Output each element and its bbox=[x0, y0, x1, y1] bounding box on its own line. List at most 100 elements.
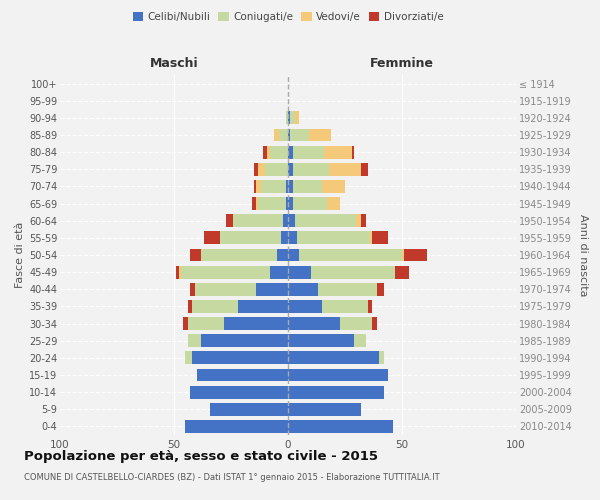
Bar bbox=[379, 352, 384, 364]
Bar bbox=[288, 386, 384, 398]
Bar bbox=[283, 214, 288, 227]
Bar bbox=[192, 352, 288, 364]
Bar bbox=[256, 283, 288, 296]
Bar bbox=[176, 266, 179, 278]
Bar bbox=[325, 146, 352, 158]
Bar bbox=[259, 197, 286, 210]
Bar bbox=[192, 300, 238, 313]
Bar bbox=[288, 334, 354, 347]
Bar bbox=[179, 266, 181, 278]
Bar bbox=[270, 146, 288, 158]
Y-axis label: Anni di nascita: Anni di nascita bbox=[578, 214, 589, 296]
Bar bbox=[293, 146, 325, 158]
Bar bbox=[354, 334, 365, 347]
Bar bbox=[251, 197, 256, 210]
Bar bbox=[211, 403, 288, 415]
Bar bbox=[263, 146, 268, 158]
Bar bbox=[203, 232, 220, 244]
Bar bbox=[290, 128, 308, 141]
Bar bbox=[288, 180, 293, 193]
Bar bbox=[293, 180, 322, 193]
Bar bbox=[402, 248, 404, 262]
Bar bbox=[202, 334, 288, 347]
Bar bbox=[197, 368, 288, 382]
Bar bbox=[188, 317, 224, 330]
Bar bbox=[288, 283, 317, 296]
Bar bbox=[286, 112, 288, 124]
Bar bbox=[181, 266, 270, 278]
Bar bbox=[224, 317, 288, 330]
Bar bbox=[288, 146, 293, 158]
Bar bbox=[288, 163, 293, 175]
Bar bbox=[352, 146, 354, 158]
Bar bbox=[288, 420, 393, 433]
Bar bbox=[254, 163, 259, 175]
Bar bbox=[288, 266, 311, 278]
Bar bbox=[268, 146, 270, 158]
Text: Maschi: Maschi bbox=[149, 57, 199, 70]
Bar bbox=[340, 317, 373, 330]
Bar bbox=[185, 420, 288, 433]
Bar bbox=[281, 232, 288, 244]
Bar bbox=[370, 232, 373, 244]
Bar bbox=[238, 300, 288, 313]
Bar bbox=[270, 266, 288, 278]
Bar bbox=[194, 283, 256, 296]
Bar bbox=[288, 232, 297, 244]
Bar bbox=[368, 300, 373, 313]
Bar bbox=[254, 180, 256, 193]
Bar bbox=[356, 214, 361, 227]
Bar bbox=[373, 317, 377, 330]
Bar bbox=[202, 248, 277, 262]
Bar bbox=[190, 283, 194, 296]
Bar bbox=[297, 232, 370, 244]
Bar bbox=[288, 128, 290, 141]
Legend: Celibi/Nubili, Coniugati/e, Vedovi/e, Divorziati/e: Celibi/Nubili, Coniugati/e, Vedovi/e, Di… bbox=[128, 8, 448, 26]
Bar bbox=[265, 163, 288, 175]
Bar bbox=[256, 197, 259, 210]
Bar bbox=[277, 248, 288, 262]
Bar bbox=[290, 112, 295, 124]
Bar bbox=[233, 214, 283, 227]
Bar bbox=[220, 232, 281, 244]
Bar bbox=[256, 180, 260, 193]
Bar bbox=[288, 352, 379, 364]
Bar bbox=[188, 334, 202, 347]
Bar bbox=[260, 180, 286, 193]
Bar bbox=[286, 197, 288, 210]
Bar bbox=[185, 352, 192, 364]
Bar bbox=[329, 163, 361, 175]
Bar bbox=[188, 300, 192, 313]
Bar bbox=[395, 266, 409, 278]
Bar bbox=[226, 214, 233, 227]
Bar bbox=[311, 266, 395, 278]
Bar bbox=[404, 248, 427, 262]
Bar bbox=[190, 386, 288, 398]
Y-axis label: Fasce di età: Fasce di età bbox=[14, 222, 25, 288]
Bar bbox=[322, 300, 368, 313]
Text: Femmine: Femmine bbox=[370, 57, 434, 70]
Bar bbox=[361, 163, 368, 175]
Text: Popolazione per età, sesso e stato civile - 2015: Popolazione per età, sesso e stato civil… bbox=[24, 450, 378, 463]
Bar bbox=[295, 214, 356, 227]
Bar bbox=[259, 163, 265, 175]
Bar bbox=[288, 403, 361, 415]
Bar bbox=[288, 197, 293, 210]
Bar bbox=[293, 163, 329, 175]
Bar bbox=[322, 180, 345, 193]
Bar bbox=[377, 283, 384, 296]
Bar bbox=[308, 128, 331, 141]
Bar bbox=[373, 232, 388, 244]
Bar bbox=[288, 368, 388, 382]
Bar bbox=[279, 128, 288, 141]
Bar bbox=[288, 248, 299, 262]
Bar bbox=[190, 248, 202, 262]
Bar bbox=[293, 197, 327, 210]
Bar bbox=[295, 112, 299, 124]
Bar bbox=[286, 180, 288, 193]
Bar bbox=[274, 128, 279, 141]
Bar bbox=[317, 283, 377, 296]
Bar bbox=[288, 300, 322, 313]
Bar bbox=[288, 112, 290, 124]
Bar bbox=[299, 248, 402, 262]
